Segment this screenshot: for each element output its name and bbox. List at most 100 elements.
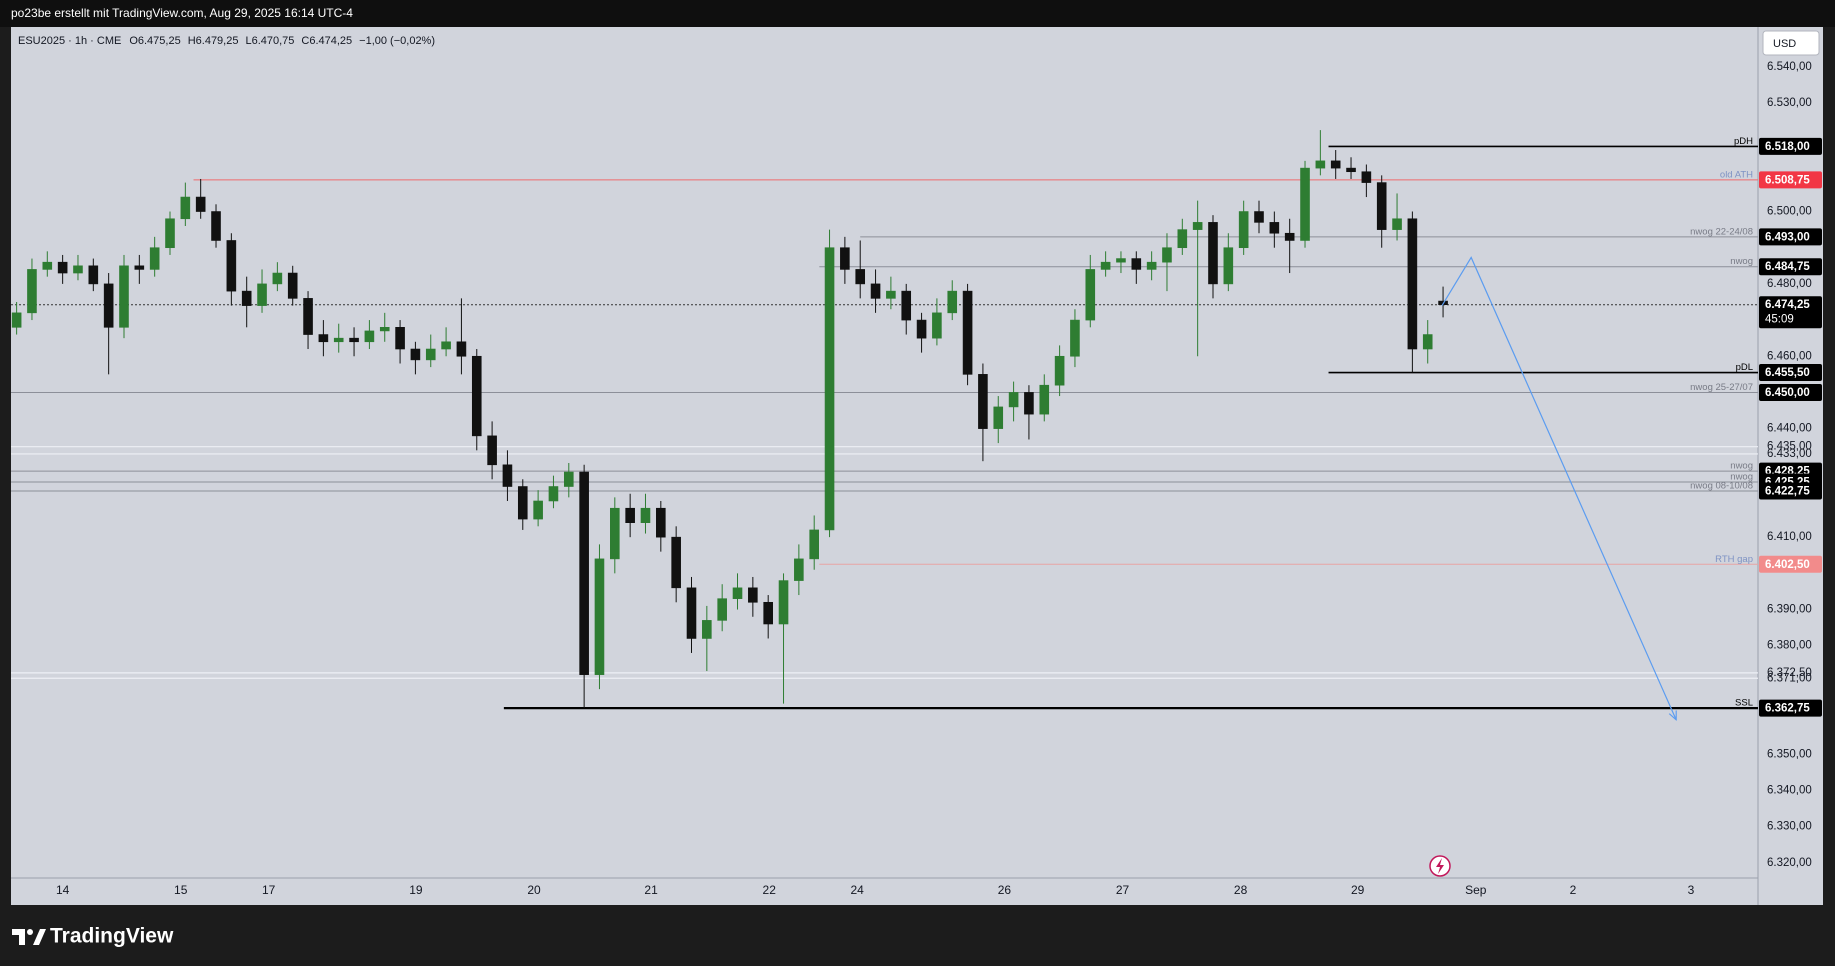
price-tag-label: 6.402,50 [1765,559,1810,571]
candle-body [824,247,835,531]
candle-body [717,598,727,621]
candle-body [318,334,329,343]
candle-body [149,247,160,270]
candle-body [1315,160,1326,169]
candle-body [1254,211,1264,223]
candle-body [349,337,359,343]
candle-body [1146,261,1157,270]
x-tick-label: 17 [262,883,276,897]
candle-body [1376,182,1387,230]
candle-body [978,374,988,429]
candle-body [487,435,497,466]
price-label: 6.435,00 [1767,441,1812,453]
candle-body [11,312,22,328]
top-bar-text: po23be erstellt mit TradingView.com, Aug… [11,6,353,20]
x-tick-label: 27 [1116,883,1130,897]
candle-body [1100,261,1111,270]
price-label: 6.371,00 [1767,672,1812,684]
level-name: pDL [1736,362,1753,373]
legend-header: ESU2025 · 1h · CME O6.475,25 H6.479,25 L6.4… [18,35,435,47]
candle-body [1192,222,1203,230]
price-tag-label: 6.455,50 [1765,367,1810,379]
candle-body [962,290,973,375]
candle-body [1024,392,1034,415]
level-name: old ATH [1720,169,1753,180]
brand-name: TradingView [50,925,174,948]
level-name: nwog 22-24/08 [1690,226,1753,237]
candle-body [1330,160,1341,169]
candle-body [303,298,313,335]
candle-body [916,319,927,339]
price-tag-label: 6.508,75 [1765,174,1810,186]
candle-body [333,337,344,343]
plot-background [11,27,1758,905]
candle-body [1070,319,1080,357]
level-name: SSL [1735,698,1753,709]
price-tag-label: 6.518,00 [1765,141,1810,153]
level-name: nwog 08-10/08 [1690,481,1753,492]
candle-body [1238,211,1249,249]
candle-body [1392,218,1402,230]
candle-body [241,290,252,306]
candle-body [1422,334,1433,350]
candle-body [1177,229,1188,249]
quote-value: O6.475,25 [129,35,180,47]
price-tag-label: 6.474,25 [1765,299,1810,311]
candle-body [763,601,773,625]
candle-body [1085,269,1096,321]
level-name: RTH gap [1715,554,1753,565]
candle-body [517,486,528,520]
price-tag-label: 6.422,75 [1765,486,1810,498]
candle-body [625,507,635,523]
candle-body [901,290,912,321]
candle-body [1284,232,1295,241]
price-tag [1759,383,1822,401]
x-tick-label: 14 [56,883,70,897]
candle-body [533,500,543,520]
alert-icon[interactable] [1429,855,1451,877]
countdown: 45:09 [1765,314,1794,326]
candle-body [870,283,881,299]
price-tag [1759,699,1822,717]
candle-body [640,507,651,523]
candle-body [425,348,436,361]
x-tick-label: 19 [409,883,423,897]
candle-body [686,587,697,639]
candle-body [364,330,375,343]
currency-button[interactable] [1762,30,1820,56]
candle-body [1407,218,1418,350]
candle-body [456,341,467,357]
price-tag [1759,296,1822,329]
candle-body [579,471,589,675]
x-tick-label: 20 [527,883,541,897]
candle-body [671,536,681,589]
candle-body [563,471,574,487]
candle-body [226,240,237,292]
candle-body [1162,247,1172,263]
quote-value: H6.479,25 [188,35,239,47]
candle-body [287,272,298,299]
x-tick-label: 21 [644,883,658,897]
price-tag-label: 6.493,00 [1765,231,1810,243]
candle-body [1131,258,1142,270]
y-tick-label: 6.380,00 [1767,640,1812,652]
price-tag [1759,228,1822,246]
y-tick-label: 6.350,00 [1767,748,1812,760]
y-tick-label: 6.460,00 [1767,350,1812,362]
candle-body [702,620,712,639]
projection-path [1441,256,1676,719]
candle-body [1208,222,1218,285]
top-bar [0,0,1835,27]
quote-value: C6.474,25 [301,35,352,47]
x-tick-label: 24 [850,883,864,897]
candle-body [27,269,37,314]
y-tick-label: 6.410,00 [1767,531,1812,543]
symbol: ESU2025 · 1h · CME [18,35,121,47]
candle-body [1008,392,1019,408]
candle-body [947,290,958,314]
brand-logo [12,929,46,945]
price-label: 6.372,50 [1767,667,1812,679]
candle-body [272,272,283,285]
candle-body [211,211,221,241]
